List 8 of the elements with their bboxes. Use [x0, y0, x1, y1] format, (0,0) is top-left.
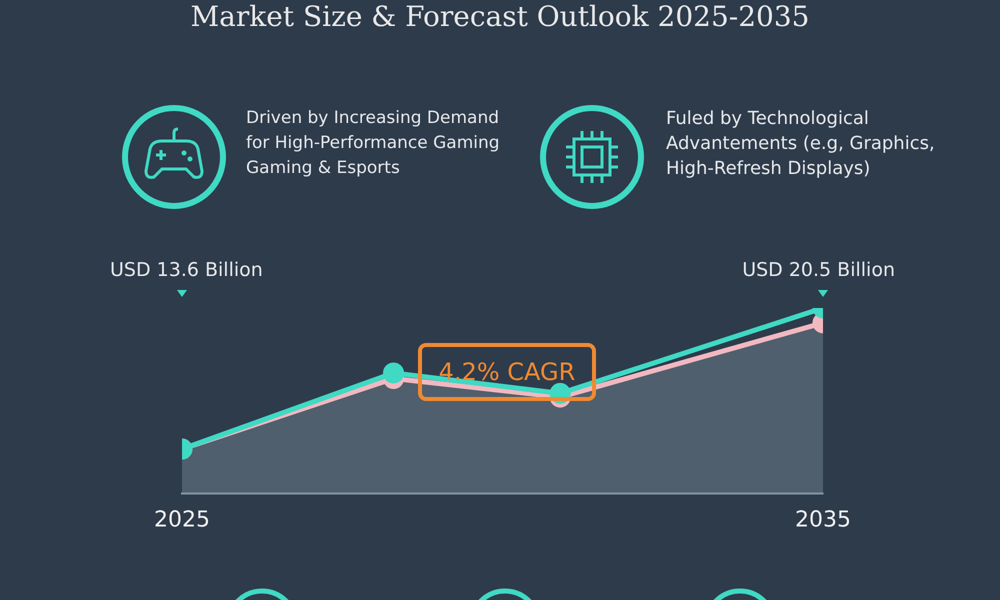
text: USD 20.5 Billion — [741, 258, 895, 283]
annotation: 4.2% CAGR — [418, 343, 596, 401]
chart-title: Market Size & Forecast Outlook 2025-2035 — [190, 0, 810, 33]
x-tick-label: 2035 — [795, 508, 851, 533]
text: USD 13.6 Billion — [110, 258, 264, 283]
text: Fuled by Technological Advantements (e.g, Graphics, High-Refresh Displays) — [666, 107, 936, 181]
x-tick-label: 2025 — [154, 508, 210, 533]
text: Driven by Increasing Demand for High-Performance Gaming Gaming & Esports — [246, 107, 501, 180]
